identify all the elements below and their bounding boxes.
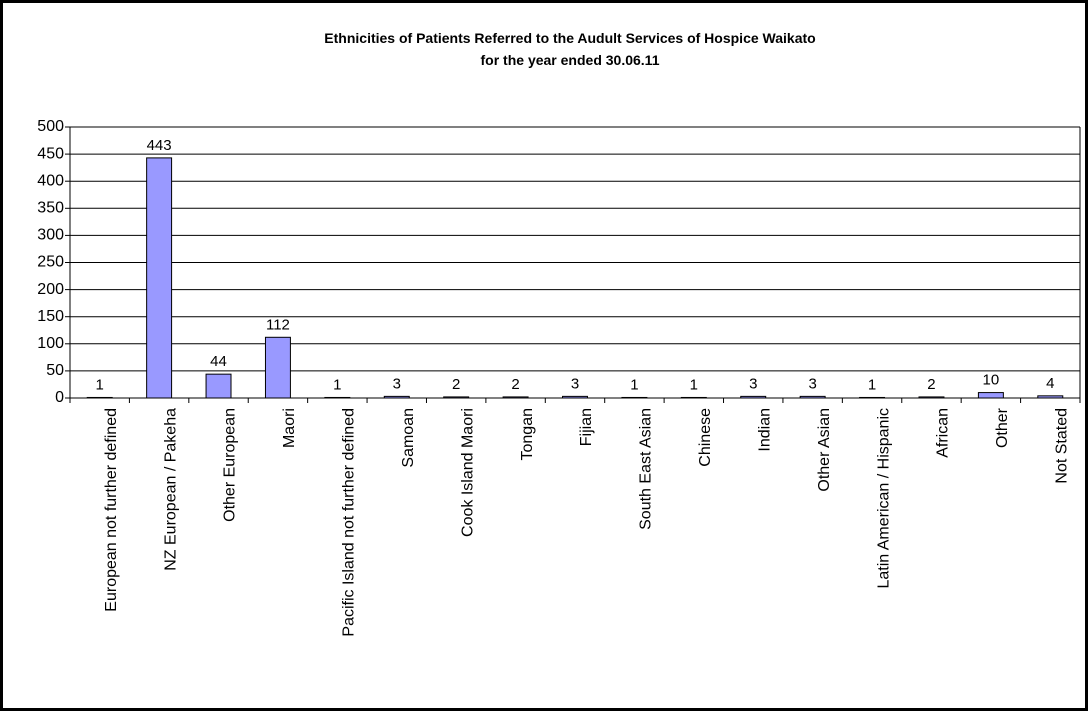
x-tick-label: Other Asian [816,408,833,492]
data-label: 443 [147,137,172,154]
y-tick-label: 250 [37,254,64,271]
data-label: 3 [808,375,816,392]
x-tick-label: Not Stated [1054,408,1071,484]
y-tick-label: 0 [55,389,64,406]
x-tick-label: Other [994,407,1011,448]
y-tick-label: 150 [37,308,64,325]
bar [977,392,1004,399]
x-tick-label: Indian [756,408,773,452]
data-label: 1 [630,376,638,393]
y-tick-label: 450 [37,145,64,162]
x-tick-label: African [935,408,952,458]
x-tick-label: Latin American / Hispanic [875,408,892,589]
data-label: 112 [266,316,290,333]
data-label: 2 [452,376,460,393]
x-tick-label: Tongan [519,408,536,461]
data-label: 1 [690,376,698,393]
x-tick-label: Cook Island Maori [459,408,476,537]
data-label: 3 [571,375,579,392]
data-label: 2 [511,376,519,393]
x-tick-label: European not further defined [103,408,120,612]
bar [205,373,232,399]
y-tick-label: 50 [46,362,64,379]
x-tick-label: Pacific Island not further defined [341,408,358,637]
data-label: 3 [749,375,757,392]
y-tick-label: 400 [37,172,64,189]
data-label: 2 [927,376,935,393]
y-tick-label: 500 [37,118,64,135]
y-tick-label: 100 [37,335,64,352]
bar [264,336,291,399]
y-tick-label: 300 [37,227,64,244]
y-tick-label: 200 [37,281,64,298]
y-tick-label: 350 [37,200,64,217]
x-tick-label: Other European [222,408,239,522]
x-tick-label: Chinese [697,408,714,467]
x-tick-label: Fijian [578,408,595,446]
chart-subtitle: for the year ended 30.06.11 [481,52,660,68]
data-label: 1 [96,376,104,393]
data-label: 1 [333,376,341,393]
bar [146,157,173,399]
x-tick-label: NZ European / Pakeha [162,408,179,571]
x-tick-label: Samoan [400,408,417,468]
data-label: 3 [393,375,401,392]
data-label: 44 [210,353,227,370]
data-label: 1 [868,376,876,393]
data-label: 10 [983,372,1000,389]
chart-title: Ethnicities of Patients Referred to the … [324,30,815,46]
x-tick-label: South East Asian [638,408,655,530]
x-tick-label: Maori [281,408,298,448]
data-label: 4 [1046,375,1054,392]
